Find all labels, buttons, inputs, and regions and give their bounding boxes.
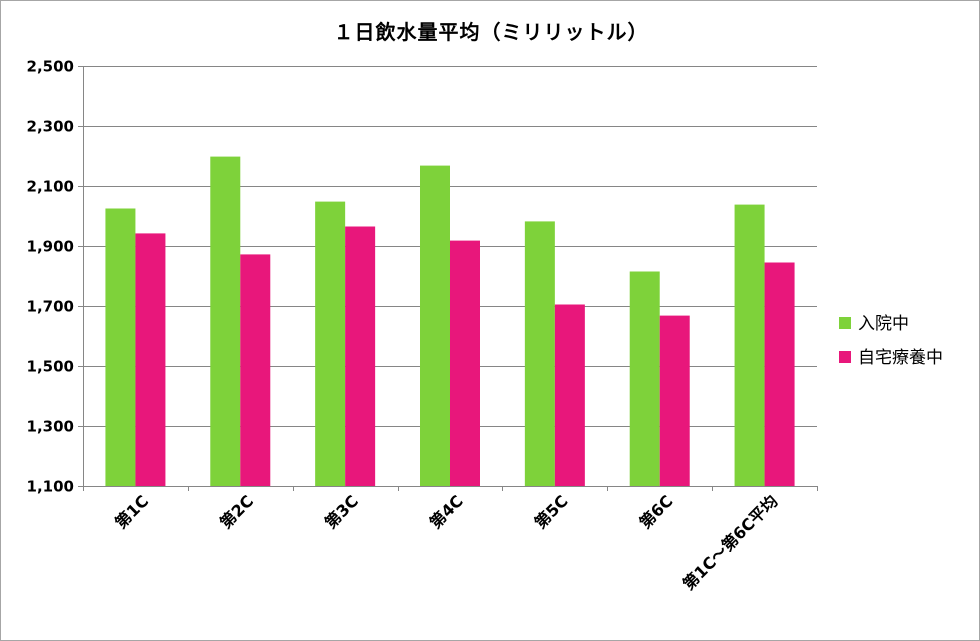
chart-title: １日飲水量平均（ミリリットル） <box>334 20 649 44</box>
y-tick-label: 2,100 <box>27 178 74 196</box>
legend-label: 入院中 <box>858 314 909 334</box>
legend-swatch <box>839 351 851 363</box>
bar <box>105 208 136 486</box>
bar <box>734 204 765 486</box>
x-tick-label: 第4C <box>426 491 467 532</box>
x-tick-label: 第3C <box>321 491 362 532</box>
y-tick-label: 1,900 <box>27 238 74 256</box>
y-tick-label: 2,300 <box>27 118 74 136</box>
x-tick-label: 第1C～第6C平均 <box>679 491 781 593</box>
x-tick-label: 第5C <box>531 491 572 532</box>
bars <box>105 156 795 486</box>
bar <box>554 304 585 486</box>
bar <box>524 221 555 486</box>
legend-swatch <box>839 317 851 329</box>
y-tick-label: 1,700 <box>27 298 74 316</box>
y-tick-label: 1,100 <box>27 478 74 496</box>
bar <box>450 240 480 486</box>
bar <box>764 262 795 486</box>
legend-label: 自宅療養中 <box>858 348 943 368</box>
y-tick-label: 1,300 <box>27 418 74 436</box>
bar <box>345 226 376 486</box>
x-tick-label: 第2C <box>216 491 257 532</box>
bar <box>135 233 166 486</box>
x-tick-label: 第1C <box>111 491 152 532</box>
y-tick-label: 1,500 <box>27 358 74 376</box>
bar <box>659 315 690 486</box>
x-tick-label: 第6C <box>636 491 677 532</box>
bar <box>315 201 346 486</box>
bar <box>629 271 660 486</box>
y-axis: 1,100 1,300 1,500 1,700 1,900 2,100 2,300 2,500 <box>27 58 84 496</box>
bar <box>210 156 241 486</box>
bar <box>240 254 271 486</box>
x-axis: 第1C 第2C 第3C 第4C 第5C 第6C 第1C～第6C平均 <box>83 486 818 594</box>
bar <box>420 165 450 486</box>
y-tick-label: 2,500 <box>27 58 74 76</box>
